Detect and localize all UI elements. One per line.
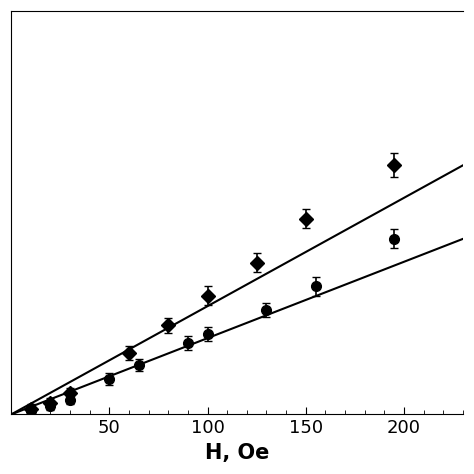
X-axis label: H, Oe: H, Oe [205, 443, 269, 463]
